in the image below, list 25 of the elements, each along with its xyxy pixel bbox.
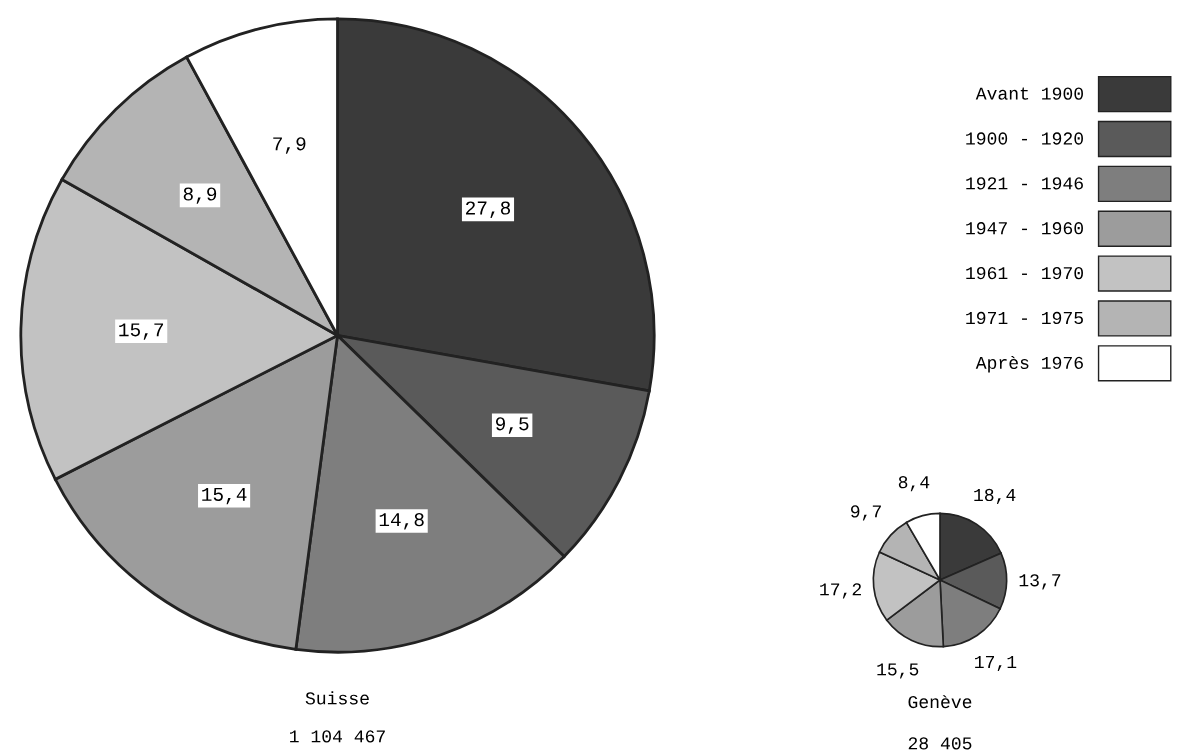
data-label: 15,7 bbox=[119, 323, 164, 340]
data-label: 14,8 bbox=[379, 513, 424, 530]
data-label: 9,5 bbox=[495, 417, 529, 434]
data-label: 27,8 bbox=[466, 201, 511, 218]
legend-label: 1961 - 1970 bbox=[966, 266, 1083, 280]
legend-label: Avant 1900 bbox=[975, 87, 1083, 100]
data-label: 9,7 bbox=[851, 505, 881, 521]
legend-label: 1947 - 1960 bbox=[966, 222, 1083, 235]
legend-label: 1971 - 1975 bbox=[966, 311, 1083, 325]
legend-label: 1921 - 1946 bbox=[966, 177, 1083, 190]
text: 28 405 bbox=[908, 737, 972, 750]
text: Genève bbox=[908, 695, 972, 709]
data-label: 7,9 bbox=[273, 137, 306, 154]
text: Suisse bbox=[305, 691, 369, 705]
data-label: 17,1 bbox=[975, 656, 1017, 672]
data-label: 8,4 bbox=[898, 476, 930, 492]
data-label: 15,5 bbox=[877, 663, 919, 679]
data-label: 13,7 bbox=[1019, 574, 1061, 590]
data-label: 8,9 bbox=[183, 187, 217, 204]
data-label: 18,4 bbox=[974, 488, 1016, 505]
legend-label: 1900 - 1920 bbox=[966, 132, 1083, 145]
data-label: 15,4 bbox=[202, 487, 247, 505]
text: 1 104 467 bbox=[290, 730, 385, 743]
legend-label: Après 1976 bbox=[975, 355, 1083, 373]
data-label: 17,2 bbox=[820, 583, 861, 599]
